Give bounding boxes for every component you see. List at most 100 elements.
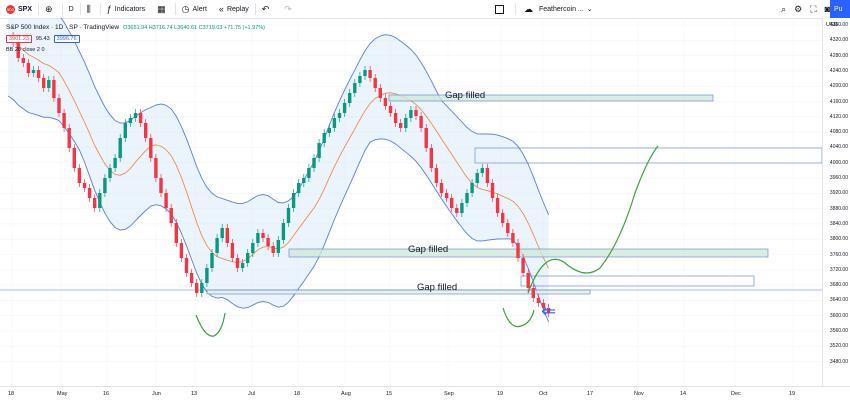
alert-button[interactable]: ◷ Alert [176,0,213,18]
candles-group [11,32,551,317]
candle [128,118,133,123]
layout-square-icon[interactable] [495,4,504,14]
interval-button[interactable]: D [63,0,80,18]
candle [266,238,270,246]
divider [515,3,516,15]
candle [62,113,66,128]
gear-icon[interactable]: ⚙ [794,3,803,14]
candle [342,103,347,113]
redo-button[interactable]: ↷ [278,0,301,18]
candle [87,188,92,198]
candles-icon: ⫼ [86,3,91,14]
candle [31,70,36,73]
price-tick-label: 3760.00 [829,251,848,258]
time-tick-label: 17 [587,391,594,397]
candle [439,183,444,193]
divider [99,3,101,15]
price-tick-label: 4320.00 [829,37,848,44]
time-tick-label: Sep [444,391,454,397]
layout-selector[interactable]: ☁ Feathercoin ... ⌄ [524,3,596,14]
price-scale[interactable]: USD 4360.00 4320.00 4280.00 4240.00 4200.00 4… [822,18,850,386]
candle [455,208,459,213]
plus-circle-icon: ⊕ [45,3,53,14]
price-tick-label: 3480.00 [829,358,848,365]
publish-button[interactable]: Pu [830,0,850,18]
symbol-search[interactable]: 500 SPX [0,0,38,18]
price-tick-label: 3560.00 [829,328,848,334]
candle [475,173,479,183]
chart-legend: S&P 500 Index · 1D · SP · TradingView O3… [6,22,265,55]
price-tick-label: 4000.00 [829,159,848,166]
price-tick-label: 3880.00 [829,205,848,212]
gap-label-top: Gap filled [445,90,486,101]
search-icon[interactable]: ⌕ [781,3,787,14]
time-scale[interactable]: 18 May 16 Jun 13 Jul 18 Aug 15 Sep 19 Oct 17 Nov 14 Dec… [0,386,850,402]
cloud-icon: ☁ [524,3,533,14]
gap-rect-right-2 [520,275,755,287]
candle [546,308,551,313]
candle [480,168,484,173]
indicators-label: Indicators [114,5,146,13]
candle [149,138,153,158]
price-tick-label: 3960.00 [829,175,848,181]
divider [38,3,40,15]
currency-label[interactable]: USD [826,22,838,28]
rewind-icon: « [218,3,224,14]
candle [21,58,25,63]
price-tick-label: 3600.00 [829,312,848,319]
compare-button[interactable]: ⊕ [39,0,62,18]
candle [419,116,423,128]
candle [495,198,500,213]
candle [169,208,173,223]
right-toolbar: ⌕ ⚙ ⛶ ◙ [781,0,830,18]
alert-label: Alert [192,5,207,13]
time-tick-label: Aug [341,391,351,397]
candle [414,110,418,116]
templates-button[interactable]: ▦ [151,0,175,18]
right-bottom-curve [502,307,535,328]
chart-type-button[interactable]: ⫼ [81,0,100,18]
series-title[interactable]: S&P 500 Index · 1D · SP · TradingView [6,24,120,31]
candle [332,118,337,128]
candle [317,143,321,158]
time-tick-label: 19 [789,391,796,397]
time-tick-label: 13 [191,391,198,397]
redo-icon: ↷ [284,3,292,14]
camera-icon[interactable]: ◙ [824,4,830,14]
time-tick-label: 15 [386,391,393,397]
candle [72,148,76,168]
spread-value: 95.43 [35,35,50,42]
undo-button[interactable]: ↶ [256,0,279,18]
candle [302,178,306,183]
left-bottom-curve [195,312,226,337]
bid-price-box[interactable]: 3901.23 [6,34,32,43]
gap-label-lower: Gap filled [417,282,458,293]
candle [57,98,61,113]
fullscreen-icon[interactable]: ⛶ [810,3,817,14]
indicators-icon: ƒ [106,3,112,14]
indicators-button[interactable]: ƒ Indicators [101,0,151,18]
price-tick-label: 3680.00 [829,282,848,289]
candle [52,80,56,98]
undo-icon: ↶ [261,3,270,14]
gap-rect-right-1 [474,147,822,164]
ask-price-box[interactable]: 3996.76 [53,34,80,43]
candle [536,298,541,303]
legend-price-row: 3901.23 95.43 3996.76 [6,33,265,44]
candle [368,70,372,78]
candle [516,243,520,258]
gap-rect-middle [288,248,769,258]
candle [348,93,352,103]
candle [297,183,301,193]
price-chart[interactable] [0,18,822,386]
price-tick-label: 4080.00 [829,129,848,136]
candle [373,78,377,88]
candle [16,43,20,58]
candle [526,273,530,288]
candle [429,148,433,168]
replay-button[interactable]: « Replay [213,0,255,18]
candle [383,98,388,106]
bb-indicator-label[interactable]: BB 20 close 2 0 [6,46,45,53]
candle [399,123,403,128]
candle [108,168,112,178]
